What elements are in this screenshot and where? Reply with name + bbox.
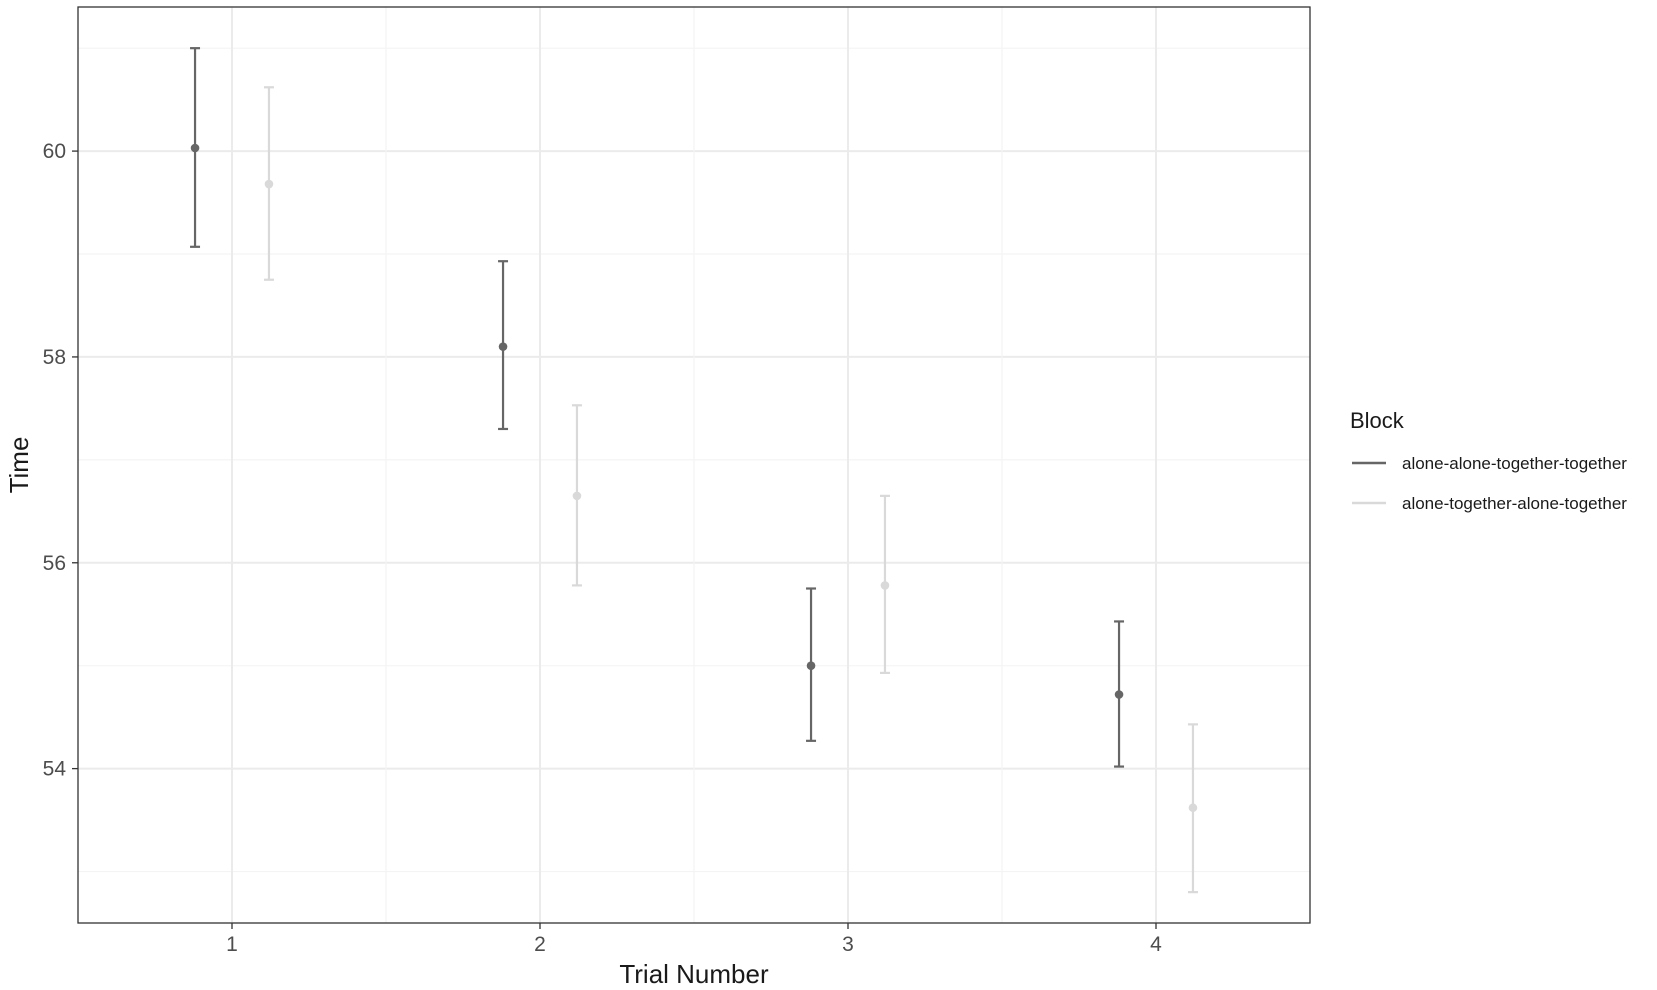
x-axis-title: Trial Number	[619, 959, 769, 989]
data-marks	[190, 47, 1198, 894]
data-point	[264, 179, 274, 189]
data-point	[1114, 690, 1124, 699]
gridlines	[78, 7, 1310, 923]
y-axis-title: Time	[4, 437, 34, 494]
data-point	[880, 581, 890, 590]
data-point	[806, 661, 816, 670]
y-tick-label: 56	[43, 552, 66, 575]
legend: Block alone-alone-together-together alone…	[1350, 408, 1627, 513]
legend-label: alone-together-alone-together	[1402, 494, 1627, 513]
y-axis: 54 56 58 60	[43, 140, 78, 781]
y-tick-label: 54	[43, 758, 67, 781]
x-tick-label: 4	[1150, 933, 1162, 956]
data-point	[190, 143, 200, 153]
x-tick-label: 2	[534, 933, 546, 956]
legend-label: alone-alone-together-together	[1402, 454, 1627, 473]
data-point	[572, 491, 582, 501]
data-point	[1188, 803, 1198, 813]
x-tick-label: 3	[842, 933, 854, 956]
x-axis: 1 2 3 4	[226, 923, 1162, 956]
plot-panel-border	[77, 6, 1311, 924]
legend-title: Block	[1350, 408, 1405, 433]
y-tick-label: 58	[43, 346, 66, 369]
x-tick-label: 1	[226, 933, 238, 956]
y-tick-label: 60	[43, 140, 66, 163]
data-point	[498, 342, 508, 351]
